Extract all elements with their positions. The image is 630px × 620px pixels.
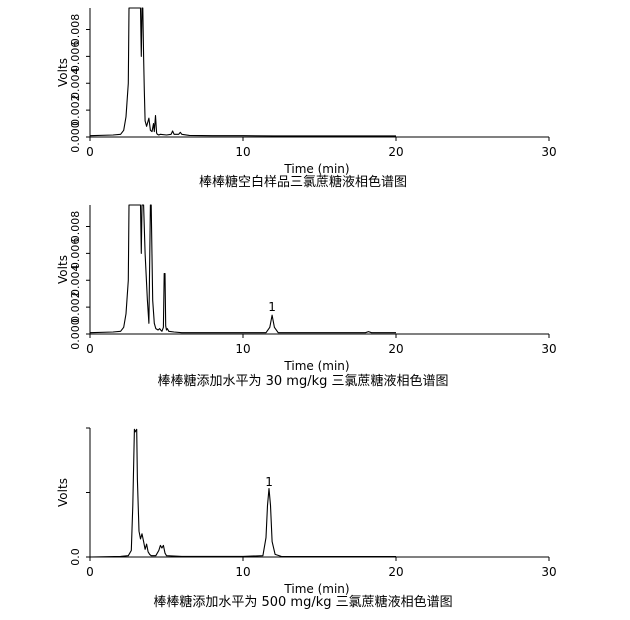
y-axis-title: Volts [56, 478, 70, 507]
y-tick-label: 0.008 [69, 211, 82, 243]
y-tick-label: 0.000 [69, 121, 82, 153]
x-tick-label: 20 [388, 565, 403, 579]
x-tick-label: 10 [235, 342, 250, 356]
x-tick-label: 30 [541, 565, 556, 579]
chromatogram-trace [89, 428, 396, 558]
y-tick-label: 0.002 [69, 291, 82, 323]
chart-caption: 棒棒糖添加水平为 500 mg/kg 三氯蔗糖液相色谱图 [153, 594, 452, 610]
y-axis-title: Volts [56, 58, 70, 87]
x-axis-title: Time (min) [283, 162, 349, 176]
x-tick-label: 10 [235, 145, 250, 159]
y-tick-label: 0.006 [69, 238, 82, 270]
y-tick-label: 0.006 [69, 41, 82, 73]
y-tick-label: 0.000 [69, 318, 82, 350]
y-tick-group: 0.0 [69, 548, 82, 566]
chromatogram-trace [89, 204, 396, 334]
x-tick-label: 30 [541, 145, 556, 159]
y-tick-label: 0.008 [69, 14, 82, 46]
peak-label: 1 [268, 300, 276, 314]
x-axis-title: Time (min) [283, 582, 349, 596]
y-tick-label: 0.004 [69, 265, 82, 297]
chromatogram-trace [89, 7, 396, 137]
y-tick-label: 0.0 [69, 548, 82, 566]
y-tick-label: 0.002 [69, 94, 82, 126]
x-tick-label: 10 [235, 565, 250, 579]
x-tick-group: 0 10 20 30 [86, 334, 557, 356]
chart-panel-2: 0 10 20 300.0000.0020.0040.0060.008VoltsTim… [56, 204, 557, 389]
x-tick-group: 0 10 20 30 [86, 557, 557, 579]
x-axis-title: Time (min) [283, 359, 349, 373]
chart-caption: 棒棒糖空白样品三氯蔗糖液相色谱图 [199, 174, 407, 190]
x-tick-label: 30 [541, 342, 556, 356]
x-tick-label: 20 [388, 342, 403, 356]
y-tick-label: 0.004 [69, 68, 82, 100]
x-tick-label: 0 [86, 342, 94, 356]
y-axis-title: Volts [56, 255, 70, 284]
chart-panel-1: 0 10 20 300.0000.0020.0040.0060.008VoltsTim… [56, 7, 557, 190]
peak-label: 1 [265, 475, 273, 489]
chart-caption: 棒棒糖添加水平为 30 mg/kg 三氯蔗糖液相色谱图 [157, 373, 448, 389]
x-tick-label: 0 [86, 145, 94, 159]
x-tick-group: 0 10 20 30 [86, 137, 557, 159]
chart-panel-3: 0 10 20 30 0.0 Volts Time (min) 1 棒棒糖添加水平为 500 m… [56, 427, 557, 610]
x-tick-label: 20 [388, 145, 403, 159]
x-tick-label: 0 [86, 565, 94, 579]
